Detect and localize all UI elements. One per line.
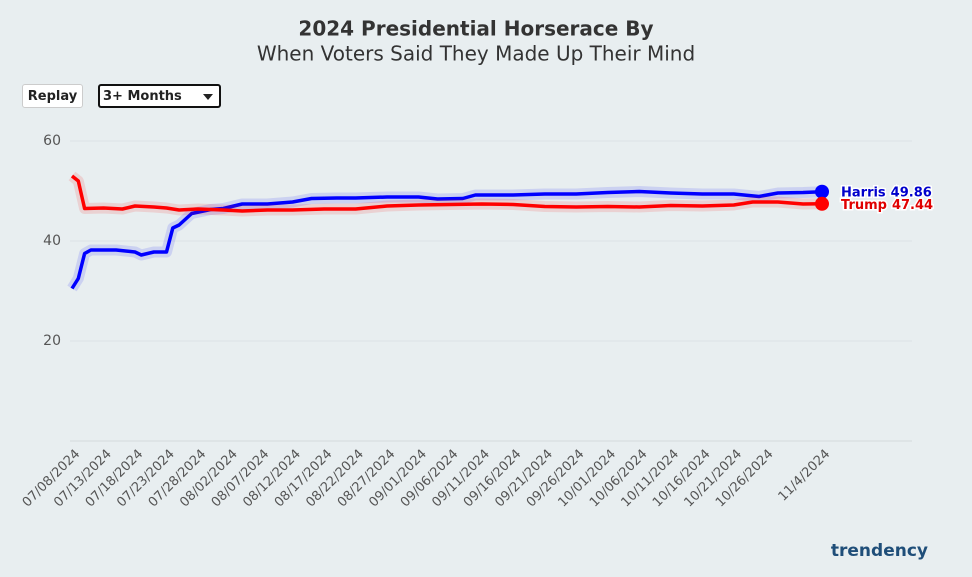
end-point [815,184,829,199]
y-tick-label: 40 [43,233,61,249]
dropdown-arrow [203,94,213,100]
range-select[interactable]: 3+ Months [98,84,221,108]
x-tick-label: 11/4/2024 [776,447,834,505]
end-label: Trump 47.44 [841,197,933,212]
end-label: Harris 49.86 [841,185,932,200]
end-point [815,196,829,211]
range-select-value: 3+ Months [103,88,182,104]
line [70,189,823,290]
y-tick-label: 60 [43,133,61,149]
y-tick-label: 20 [43,333,61,349]
line [70,174,823,213]
series-name: Harris [841,185,886,200]
replay-button[interactable]: Replay [22,84,83,108]
series-value: 47.44 [892,197,933,212]
chart-subtitle: When Voters Said They Made Up Their Mind [257,42,695,66]
series-value: 49.86 [891,185,932,200]
chart-title: 2024 Presidential Horserace By [298,17,653,41]
logo: trendency [831,541,928,561]
series-name: Trump [841,197,887,212]
